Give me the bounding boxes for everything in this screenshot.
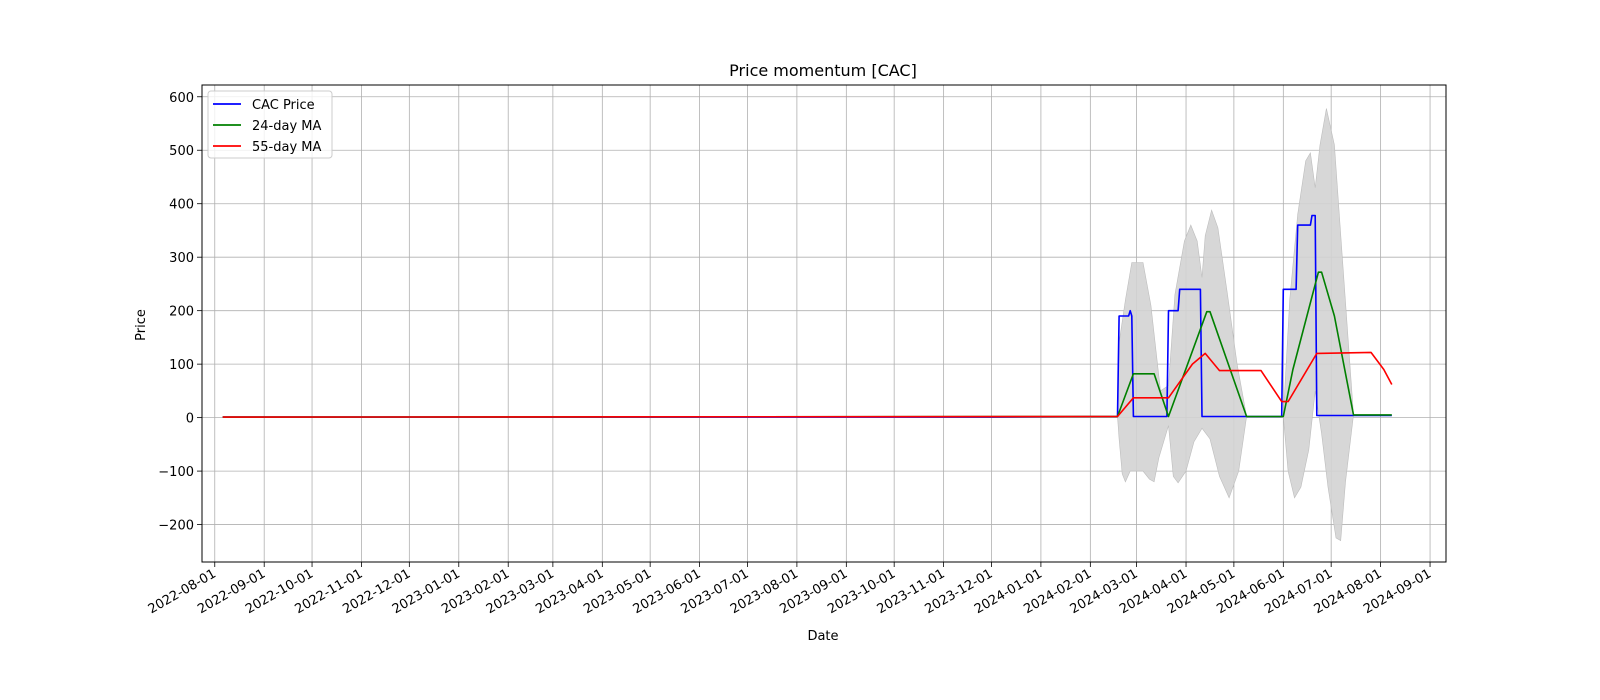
series-line-cac-price — [222, 214, 1392, 418]
y-tick-label: −200 — [158, 519, 194, 534]
legend: CAC Price 24-day MA 55-day MA — [207, 90, 333, 159]
legend-label: CAC Price — [252, 98, 315, 113]
grid-lines — [202, 85, 1446, 562]
axes-frame — [201, 84, 1447, 563]
series-line-55-day-ma — [222, 351, 1393, 418]
x-axis-label: Date — [807, 629, 838, 644]
y-tick-label: −100 — [158, 465, 194, 480]
legend-label: 55-day MA — [252, 140, 321, 155]
chart-title: Price momentum [CAC] — [729, 61, 917, 80]
y-tick-label: 600 — [169, 91, 194, 106]
y-tick-label: 0 — [186, 412, 194, 427]
y-tick-label: 300 — [169, 251, 194, 266]
y-axis-label: Price — [134, 309, 149, 341]
series-line-24-day-ma — [222, 271, 1392, 418]
series-lines — [222, 214, 1393, 418]
y-axis-ticks: −200 −100 0 100 200 300 400 500 600 — [158, 91, 202, 534]
y-tick-label: 500 — [169, 144, 194, 159]
legend-label: 24-day MA — [252, 119, 321, 134]
y-tick-label: 400 — [169, 198, 194, 213]
y-tick-label: 200 — [169, 305, 194, 320]
y-tick-label: 100 — [169, 358, 194, 373]
legend-box — [207, 90, 333, 159]
